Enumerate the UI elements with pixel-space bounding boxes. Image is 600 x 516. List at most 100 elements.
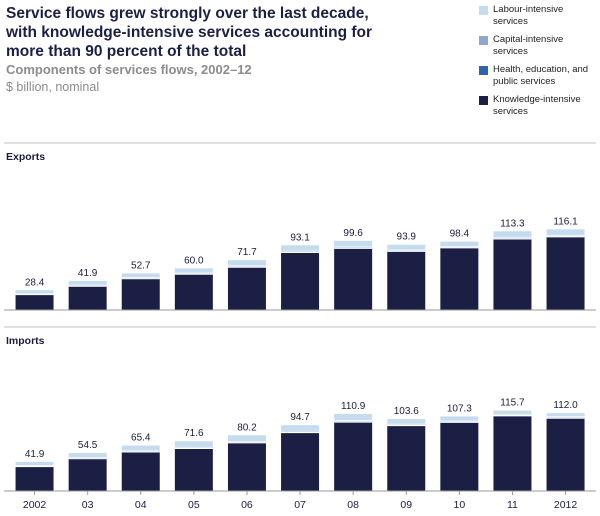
exports-bar-10-labour-intensive — [440, 241, 479, 247]
exports-total-label-05: 60.0 — [184, 255, 204, 266]
x-tick-label-11: 11 — [507, 499, 518, 511]
imports-bar-11-labour-intensive — [493, 410, 532, 415]
imports-total-label-11: 115.7 — [500, 398, 525, 409]
imports-bar-08-knowledge-intensive — [334, 422, 373, 491]
imports-bar-09-capital-intensive — [387, 424, 426, 426]
imports-bar-10-labour-intensive — [440, 416, 479, 422]
legend-item-knowledge: Knowledge-intensive services — [479, 94, 597, 118]
imports-bar-09-labour-intensive — [387, 419, 426, 425]
exports-total-label-07: 93.1 — [290, 232, 310, 243]
imports-bar-07-labour-intensive — [281, 425, 320, 432]
imports-total-label-06: 80.2 — [237, 422, 257, 433]
exports-bar-11-capital-intensive — [493, 237, 532, 239]
exports-total-label-03: 41.9 — [78, 268, 98, 279]
imports-bar-08-labour-intensive — [334, 413, 373, 421]
x-tick-label-2002: 2002 — [23, 499, 47, 511]
imports-bar-11-knowledge-intensive — [493, 415, 532, 491]
imports-total-label-2002: 41.9 — [25, 449, 45, 460]
exports-bar-04-capital-intensive — [121, 277, 160, 279]
imports-bar-12-labour-intensive — [546, 413, 585, 417]
exports-bar-06-knowledge-intensive — [227, 267, 266, 310]
imports-bar-03-labour-intensive — [68, 453, 107, 458]
exports-bar-09-knowledge-intensive — [387, 251, 426, 310]
imports-bar-2002-knowledge-intensive — [15, 466, 54, 491]
exports-bar-08-capital-intensive — [334, 246, 373, 248]
exports-bar-03-capital-intensive — [68, 285, 107, 287]
legend-item-labour: Labour-intensive services — [479, 4, 597, 28]
x-tick-label-09: 09 — [400, 499, 412, 511]
imports-bar-08-capital-intensive — [334, 420, 373, 422]
x-tick-label-06: 06 — [241, 499, 253, 511]
imports-total-label-12: 112.0 — [553, 400, 578, 411]
imports-bar-05-knowledge-intensive — [174, 448, 213, 491]
imports-bar-10-capital-intensive — [440, 421, 479, 423]
imports-total-label-07: 94.7 — [290, 412, 310, 423]
exports-bar-07-capital-intensive — [281, 251, 320, 253]
x-tick-label-07: 07 — [294, 499, 306, 511]
imports-bar-2002-labour-intensive — [15, 461, 54, 466]
unit-label: $ billion, nominal — [6, 80, 100, 94]
imports-bar-12-knowledge-intensive — [546, 418, 585, 491]
imports-bar-06-labour-intensive — [227, 435, 266, 442]
exports-total-label-04: 52.7 — [131, 260, 151, 271]
imports-bar-06-capital-intensive — [227, 441, 266, 443]
legend-item-health: Health, education, and public services — [479, 64, 597, 88]
legend-swatch-knowledge — [479, 96, 488, 105]
exports-bar-05-knowledge-intensive — [174, 274, 213, 310]
exports-total-label-10: 98.4 — [450, 229, 470, 240]
legend-item-capital: Capital-intensive services — [479, 34, 597, 58]
imports-bar-06-knowledge-intensive — [227, 442, 266, 491]
legend: Labour-intensive services Capital-intens… — [479, 4, 597, 124]
exports-total-label-11: 113.3 — [500, 218, 525, 229]
exports-bar-11-labour-intensive — [493, 231, 532, 238]
imports-bar-03-knowledge-intensive — [68, 458, 107, 491]
imports-total-label-03: 54.5 — [78, 440, 98, 451]
imports-bar-11-capital-intensive — [493, 414, 532, 416]
legend-swatch-labour — [479, 6, 488, 15]
exports-bar-12-labour-intensive — [546, 229, 585, 236]
imports-bar-04-labour-intensive — [121, 445, 160, 451]
exports-bar-03-knowledge-intensive — [68, 286, 107, 310]
exports-bar-09-capital-intensive — [387, 250, 426, 252]
imports-bar-07-knowledge-intensive — [281, 432, 320, 491]
x-tick-label-08: 08 — [347, 499, 359, 511]
legend-label-health: Health, education, and public services — [493, 64, 589, 87]
exports-panel-label: Exports — [6, 151, 45, 163]
exports-bar-08-labour-intensive — [334, 240, 373, 247]
imports-bar-05-capital-intensive — [174, 447, 213, 449]
exports-total-label-12: 116.1 — [553, 216, 578, 227]
exports-bar-07-labour-intensive — [281, 245, 320, 252]
exports-bar-12-capital-intensive — [546, 235, 585, 237]
exports-total-label-06: 71.7 — [237, 247, 257, 258]
chart-subtitle: Components of services flows, 2002–12 — [6, 62, 252, 77]
exports-bar-2002-knowledge-intensive — [15, 294, 54, 310]
imports-bar-09-knowledge-intensive — [387, 425, 426, 491]
x-tick-label-05: 05 — [188, 499, 200, 511]
imports-total-label-05: 71.6 — [184, 428, 204, 439]
legend-label-capital: Capital-intensive services — [493, 34, 564, 57]
imports-bar-03-capital-intensive — [68, 457, 107, 459]
x-tick-label-03: 03 — [82, 499, 94, 511]
imports-total-label-09: 103.6 — [394, 406, 419, 417]
legend-swatch-health — [479, 66, 488, 75]
imports-bar-04-capital-intensive — [121, 450, 160, 452]
imports-bar-10-knowledge-intensive — [440, 422, 479, 491]
imports-panel-label: Imports — [6, 335, 45, 347]
imports-bar-04-knowledge-intensive — [121, 452, 160, 491]
x-tick-label-04: 04 — [135, 499, 147, 511]
imports-total-label-04: 65.4 — [131, 433, 151, 444]
exports-bar-04-knowledge-intensive — [121, 278, 160, 310]
exports-bar-05-labour-intensive — [174, 268, 213, 274]
exports-bar-03-labour-intensive — [68, 280, 107, 286]
exports-bar-05-capital-intensive — [174, 273, 213, 274]
exports-bar-10-knowledge-intensive — [440, 247, 479, 310]
legend-label-labour: Labour-intensive services — [493, 4, 564, 27]
x-tick-label-10: 10 — [454, 499, 466, 511]
exports-bar-11-knowledge-intensive — [493, 239, 532, 310]
exports-bar-06-capital-intensive — [227, 265, 266, 267]
exports-bar-09-labour-intensive — [387, 244, 426, 251]
exports-bar-10-capital-intensive — [440, 246, 479, 248]
exports-bar-2002-labour-intensive — [15, 290, 54, 294]
x-tick-label-2012: 2012 — [554, 499, 578, 511]
imports-total-label-08: 110.9 — [341, 401, 366, 412]
